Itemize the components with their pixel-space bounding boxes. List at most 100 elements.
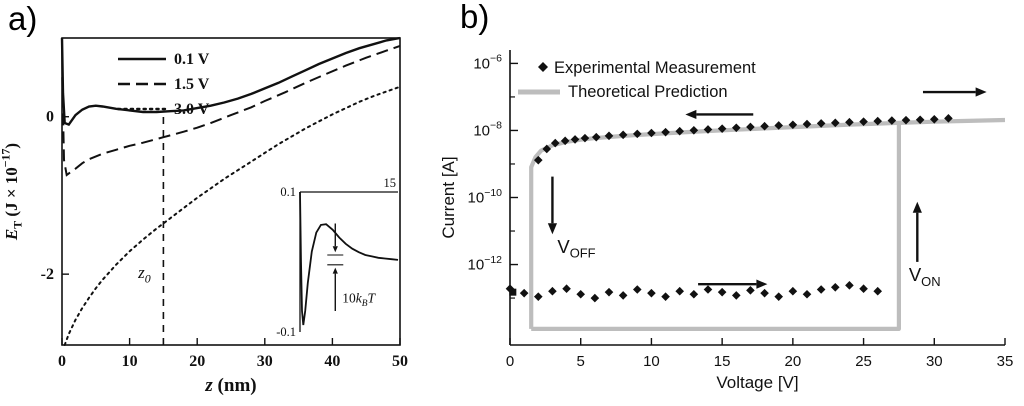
data-point-diamond (774, 121, 784, 130)
chart-element: Theoretical Prediction (568, 83, 728, 101)
chart-element: ON (921, 274, 940, 289)
data-point-diamond (731, 123, 741, 133)
data-point-diamond (562, 284, 571, 294)
data-point-diamond (816, 285, 826, 294)
chart-element: −17 (0, 149, 12, 168)
x-tick-label: 5 (577, 353, 585, 370)
data-point-diamond (774, 292, 784, 301)
chart-element: ) (2, 143, 21, 149)
v-off-arrow (547, 176, 558, 235)
chart-element: 20 (785, 353, 802, 370)
chart-element (975, 87, 987, 97)
data-point-diamond (533, 155, 543, 165)
y-tick-label: 0 (46, 109, 54, 126)
y-axis-title: ET (J × 10−17) (0, 143, 24, 241)
x-axis-title: Voltage [V] (716, 373, 798, 392)
chart-element: V (557, 236, 570, 257)
y-tick-label: 10−12 (468, 254, 503, 274)
data-point-diamond (560, 136, 570, 146)
chart-element (685, 109, 697, 120)
data-point-diamond (618, 291, 628, 300)
x-tick-label: 30 (926, 353, 943, 370)
data-point-diamond (703, 285, 713, 294)
data-point-diamond (632, 285, 642, 294)
chart-element: 50 (392, 353, 408, 370)
sweep-arrow-right (922, 87, 987, 97)
data-point-diamond (550, 138, 560, 148)
data-point-diamond (542, 144, 552, 154)
chart-element: 40 (324, 353, 340, 370)
data-point-diamond (746, 286, 755, 295)
chart-element: -2 (41, 266, 54, 283)
data-point-diamond (845, 117, 854, 127)
data-point-diamond (887, 116, 897, 125)
legend-label-experimental: Experimental Measurement (554, 59, 756, 77)
inset-arrow-down (332, 223, 338, 253)
chart-element: 10 (468, 190, 485, 207)
data-point-diamond (830, 118, 840, 128)
data-point-diamond (661, 127, 670, 137)
chart-element: (nm) (213, 375, 257, 396)
chart-element: 0 (46, 109, 54, 126)
v-off-label: VOFF (557, 236, 595, 261)
chart-element: 10 (342, 291, 356, 306)
chart-element: T (368, 291, 377, 306)
x-tick-label: 30 (257, 353, 273, 370)
x-tick-label: 25 (855, 353, 872, 370)
data-point-diamond (944, 114, 953, 123)
chart-element: 20 (189, 353, 205, 370)
sweep-arrow-left (685, 109, 754, 120)
data-point-diamond (675, 126, 685, 136)
chart-element: Experimental Measurement (554, 59, 756, 77)
y-tick-label: 10−8 (473, 120, 502, 140)
inset-plot: 0.1 -0.1 15 10kBT (276, 176, 399, 339)
panel-b-chart: 10−6 10−8 10−10 10−12 0 5 10 15 20 25 30 35 Voltage … (439, 50, 1014, 392)
series-3.0V (63, 85, 401, 346)
panel-b-label: b) (460, 0, 490, 35)
chart-element: 35 (997, 353, 1014, 370)
chart-element: V (909, 264, 922, 285)
data-point-diamond (915, 115, 925, 125)
legend-label: 0.1 V (174, 51, 210, 68)
chart-element: k (356, 291, 363, 306)
data-point-diamond (717, 124, 727, 133)
chart-element: -0.1 (276, 325, 296, 339)
sweep-arrow-right (698, 279, 768, 289)
chart-element: 15 (714, 353, 731, 370)
chart-element: 25 (855, 353, 872, 370)
x-tick-label: 10 (643, 353, 660, 370)
data-point-diamond (689, 289, 699, 299)
chart-element: 10 (468, 257, 485, 274)
x-tick-label: 20 (189, 353, 205, 370)
chart-element: 10 (122, 353, 138, 370)
y-tick-label: 10−10 (468, 187, 503, 207)
chart-element: OFF (570, 246, 596, 261)
chart-element: z (137, 263, 145, 282)
chart-element: 0 (506, 353, 514, 370)
chart-element: 0.1 V (174, 51, 210, 68)
series-0.1V (60, 36, 401, 127)
data-point-diamond (830, 282, 840, 292)
data-point-diamond (590, 293, 600, 303)
chart-element: 15 (384, 176, 397, 190)
chart-element: 10 (473, 55, 490, 72)
data-point-diamond (873, 116, 883, 126)
inset-tick-top-right: 15 (384, 176, 397, 190)
data-point-diamond (717, 287, 727, 297)
data-point-diamond (538, 62, 548, 72)
x-tick-label: 10 (122, 353, 138, 370)
x-axis-title: z (nm) (204, 375, 256, 396)
chart-element (332, 267, 338, 274)
v-on-label: VON (909, 264, 941, 289)
theory-upper-branch (529, 117, 1006, 329)
chart-element: E (2, 229, 21, 241)
y-tick-label: 10−6 (473, 53, 502, 73)
inset-annotation-10kbt: 10kBT (342, 291, 376, 309)
chart-element: 30 (257, 353, 273, 370)
data-point-diamond (873, 286, 883, 296)
inset-tick-bottom-left: -0.1 (276, 325, 296, 339)
data-point-diamond (548, 286, 557, 296)
chart-element: Current [A] (439, 156, 458, 238)
legend-label-theoretical: Theoretical Prediction (568, 83, 728, 101)
